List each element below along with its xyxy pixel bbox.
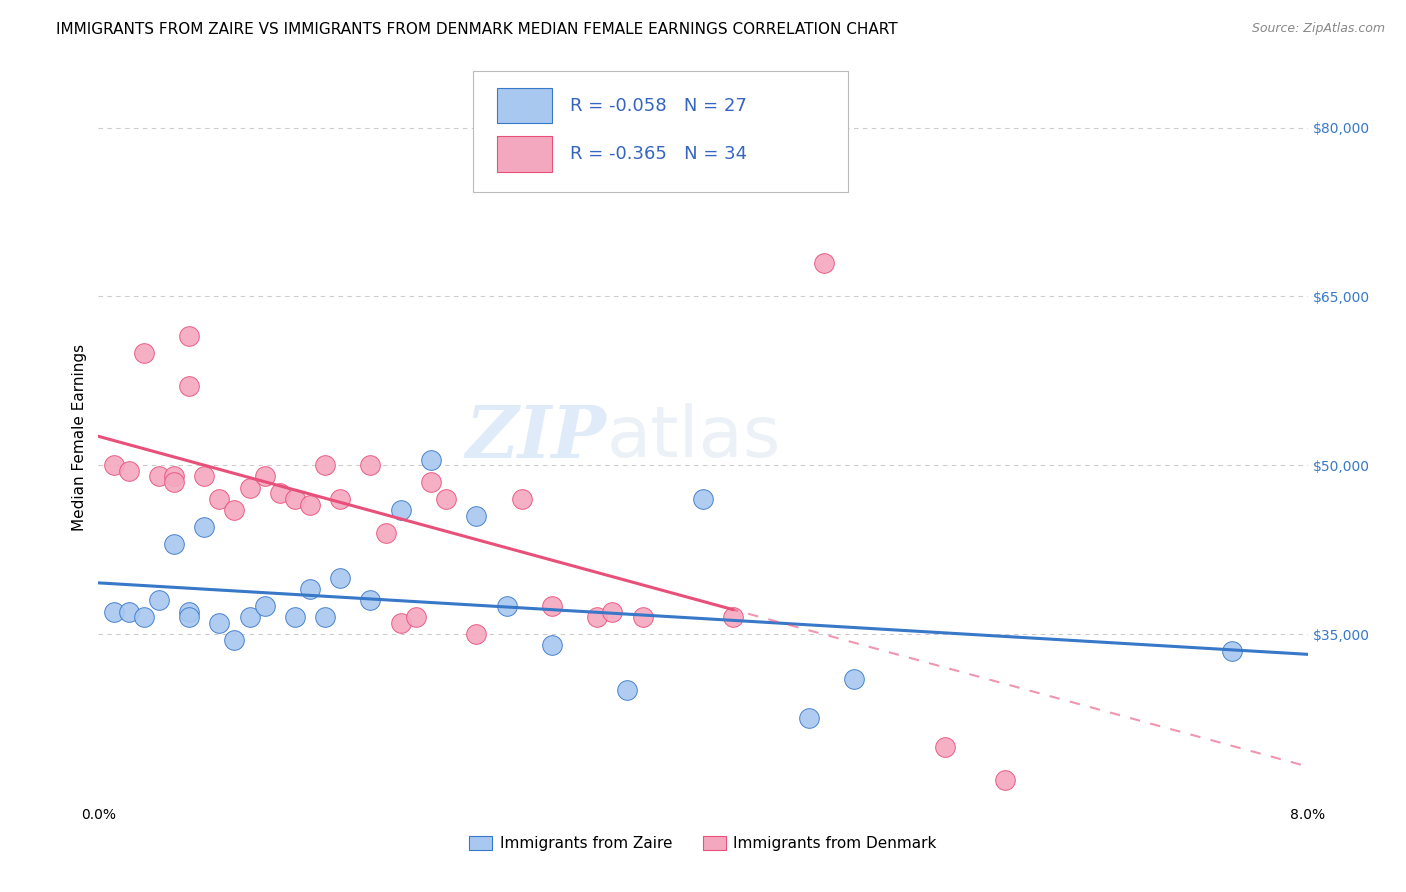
Point bbox=[540, 599, 562, 613]
Point bbox=[193, 469, 215, 483]
Point bbox=[299, 582, 322, 596]
Point bbox=[284, 491, 307, 506]
Text: R = -0.058   N = 27: R = -0.058 N = 27 bbox=[569, 96, 747, 115]
Point bbox=[163, 469, 186, 483]
Point bbox=[934, 739, 956, 754]
Point bbox=[389, 503, 412, 517]
Point bbox=[813, 255, 835, 269]
Point bbox=[224, 632, 246, 647]
Point bbox=[1220, 644, 1243, 658]
Point bbox=[224, 503, 246, 517]
Point bbox=[179, 379, 201, 393]
Point bbox=[420, 452, 443, 467]
Point bbox=[253, 469, 276, 483]
Point bbox=[179, 328, 201, 343]
Point bbox=[118, 464, 141, 478]
Point bbox=[163, 537, 186, 551]
Point bbox=[389, 615, 412, 630]
Point bbox=[405, 610, 427, 624]
Point bbox=[118, 605, 141, 619]
Point bbox=[465, 508, 488, 523]
Point bbox=[208, 615, 231, 630]
Point bbox=[797, 711, 820, 725]
Point bbox=[360, 458, 382, 473]
Point bbox=[132, 345, 155, 359]
Point bbox=[692, 491, 714, 506]
Point bbox=[163, 475, 186, 489]
Point bbox=[208, 491, 231, 506]
Point bbox=[465, 627, 488, 641]
Point bbox=[239, 610, 262, 624]
Point bbox=[239, 481, 262, 495]
Point bbox=[631, 610, 654, 624]
Point bbox=[329, 491, 352, 506]
Point bbox=[179, 610, 201, 624]
Point bbox=[148, 593, 170, 607]
FancyBboxPatch shape bbox=[498, 136, 551, 171]
Text: Source: ZipAtlas.com: Source: ZipAtlas.com bbox=[1251, 22, 1385, 36]
Point bbox=[844, 672, 866, 686]
Point bbox=[148, 469, 170, 483]
Point bbox=[495, 599, 517, 613]
FancyBboxPatch shape bbox=[474, 71, 848, 192]
Y-axis label: Median Female Earnings: Median Female Earnings bbox=[72, 343, 87, 531]
Point bbox=[723, 610, 745, 624]
Point bbox=[434, 491, 457, 506]
Point bbox=[103, 605, 125, 619]
Point bbox=[299, 498, 322, 512]
Point bbox=[103, 458, 125, 473]
Text: R = -0.365   N = 34: R = -0.365 N = 34 bbox=[569, 145, 747, 163]
Point bbox=[360, 593, 382, 607]
Point bbox=[253, 599, 276, 613]
Point bbox=[284, 610, 307, 624]
Text: atlas: atlas bbox=[606, 402, 780, 472]
Point bbox=[420, 475, 443, 489]
Point bbox=[540, 638, 562, 652]
Point bbox=[994, 773, 1017, 788]
Legend: Immigrants from Zaire, Immigrants from Denmark: Immigrants from Zaire, Immigrants from D… bbox=[463, 830, 943, 857]
Text: IMMIGRANTS FROM ZAIRE VS IMMIGRANTS FROM DENMARK MEDIAN FEMALE EARNINGS CORRELAT: IMMIGRANTS FROM ZAIRE VS IMMIGRANTS FROM… bbox=[56, 22, 898, 37]
FancyBboxPatch shape bbox=[498, 88, 551, 123]
Point bbox=[510, 491, 533, 506]
Point bbox=[374, 525, 396, 540]
Text: ZIP: ZIP bbox=[465, 401, 606, 473]
Point bbox=[193, 520, 215, 534]
Point bbox=[616, 683, 638, 698]
Point bbox=[179, 605, 201, 619]
Point bbox=[314, 458, 336, 473]
Point bbox=[314, 610, 336, 624]
Point bbox=[329, 571, 352, 585]
Point bbox=[269, 486, 291, 500]
Point bbox=[132, 610, 155, 624]
Point bbox=[586, 610, 609, 624]
Point bbox=[602, 605, 624, 619]
